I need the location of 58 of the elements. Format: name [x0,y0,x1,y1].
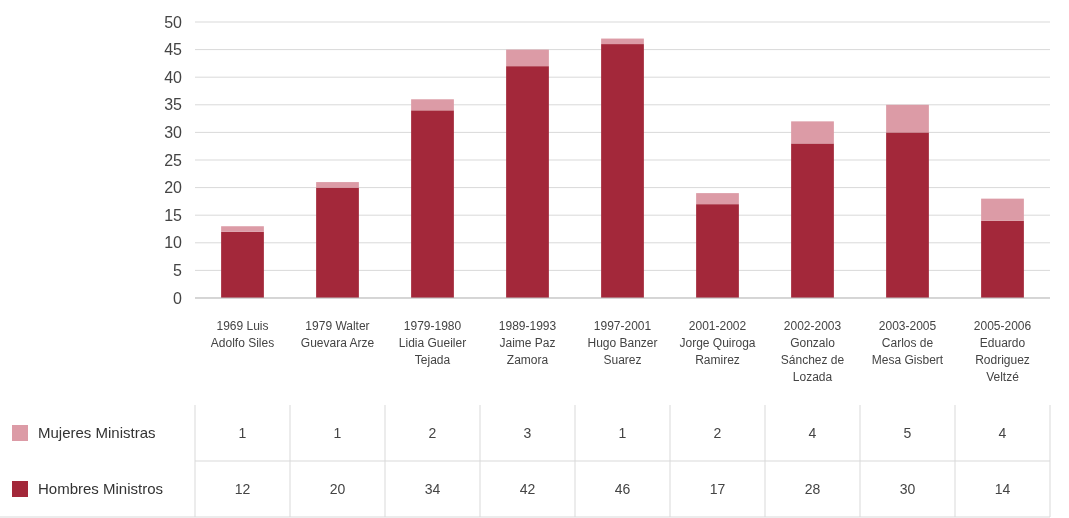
data-label: 42 [519,480,536,497]
bar [316,187,359,298]
x-tick-label: 2002-2003 Gonzalo Sánchez de Lozada [780,319,845,384]
data-label: 34 [424,480,441,497]
bar [696,193,739,205]
y-tick-label: 20 [164,179,183,197]
y-tick-label: 30 [164,124,183,141]
data-label: 17 [709,480,726,497]
y-tick-label: 5 [173,262,183,279]
data-label: 46 [614,480,631,497]
bar [886,104,929,133]
bar [411,110,454,298]
data-label: 4 [808,424,817,441]
y-tick-label: 45 [164,41,183,59]
bar [886,132,929,298]
bar [506,49,549,67]
y-tick-label: 25 [164,151,183,169]
bar [791,121,834,144]
data-label: 20 [329,480,346,497]
bar [506,66,549,298]
bar [221,231,264,298]
data-label: 30 [899,480,916,497]
legend-label: Mujeres Ministras [38,424,156,442]
data-label: 14 [994,480,1011,497]
y-tick-label: 50 [164,13,183,31]
bar [981,220,1024,298]
bar [981,198,1024,221]
data-label: 3 [523,424,532,441]
data-label: 12 [234,480,251,497]
data-label: 4 [998,424,1007,441]
y-tick-label: 0 [173,289,183,307]
data-label: 2 [428,424,437,441]
data-label: 1 [238,424,247,441]
bar [791,143,834,298]
x-tick-label: 1979 Walter Guevara Arze [300,319,375,350]
data-label: 28 [804,480,821,497]
x-tick-label: 1997-2001 Hugo Banzer Suarez [587,319,658,367]
legend-label: Hombres Ministros [38,480,164,498]
x-tick-label: 1969 Luis Adolfo Siles [210,319,275,350]
data-label: 5 [903,424,912,441]
data-label: 1 [333,424,342,441]
bar [411,99,454,111]
x-tick-label: 2005-2006 Eduardo Rodriguez Veltzé [973,319,1032,384]
bar [316,182,359,188]
bar [601,44,644,298]
x-tick-label: 2003-2005 Carlos de Mesa Gisbert [871,319,944,367]
x-tick-label: 1989-1993 Jaime Paz Zamora [498,319,557,367]
bar [696,204,739,298]
bar [601,38,644,45]
x-tick-label: 1979-1980 Lidia Gueiler Tejada [398,319,467,367]
y-tick-label: 15 [164,206,183,224]
bar [221,226,264,232]
data-label: 1 [618,424,627,441]
y-tick-label: 35 [164,96,183,114]
data-label: 2 [713,424,722,441]
y-tick-label: 10 [164,234,183,252]
x-tick-label: 2001-2002 Jorge Quiroga Ramirez [679,319,756,367]
y-tick-label: 40 [164,68,183,86]
